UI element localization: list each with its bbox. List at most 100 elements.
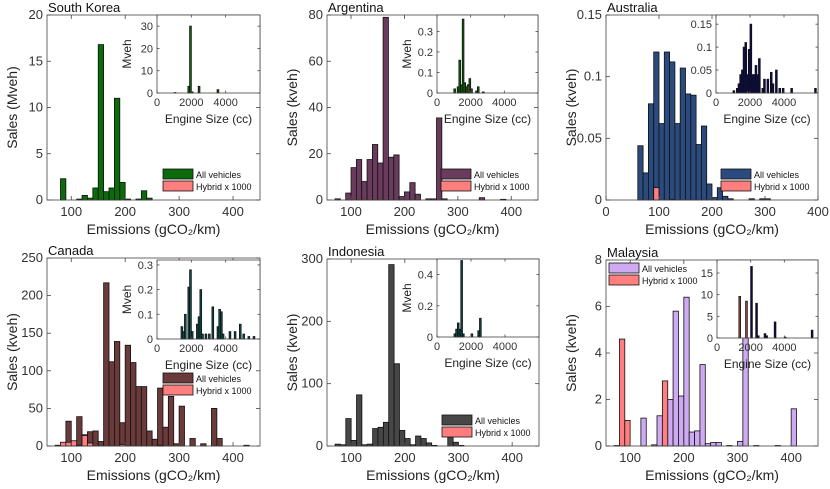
legend-label: Hybrid x 1000 <box>642 276 698 286</box>
legend-swatch <box>162 168 194 180</box>
main-bar-hybrid <box>87 442 94 447</box>
main-bar-all-vehicles <box>103 282 110 447</box>
inset-bar-all-vehicles <box>216 89 220 94</box>
inset-bar-all-vehicles <box>184 313 187 340</box>
inset-axes-box <box>436 14 539 94</box>
main-bar-all-vehicles <box>92 187 99 201</box>
legend-label: All vehicles <box>754 170 800 180</box>
inset-y-axis-label: Mveh <box>120 285 134 314</box>
main-bar-all-vehicles <box>393 363 400 447</box>
main-x-tick-label: 400 <box>780 450 802 465</box>
inset-x-tick-label: 2000 <box>738 97 762 109</box>
main-x-tick-label: 200 <box>114 204 136 219</box>
inset-bar-all-vehicles <box>189 269 192 340</box>
main-bar-all-vehicles <box>355 159 363 201</box>
y-axis-label: Sales (kveh) <box>563 69 579 147</box>
main-y-tick-label: 15 <box>29 53 43 68</box>
inset-y-tick-label: 0 <box>147 334 153 346</box>
inset-y-tick-label: 0.15 <box>691 19 712 31</box>
inset-y-tick-label: 0 <box>427 88 433 100</box>
inset-bar-all-vehicles <box>201 333 204 340</box>
main-y-tick-label: 80 <box>309 7 323 22</box>
inset-bar-all-vehicles <box>758 58 761 94</box>
main-y-tick-label: 0.1 <box>584 69 602 84</box>
main-bar-hybrid <box>65 441 72 447</box>
inset-x-tick-label: 0 <box>154 97 160 109</box>
main-bar-all-vehicles <box>76 416 83 447</box>
main-bar-all-vehicles <box>701 125 708 201</box>
inset-x-tick-label: 0 <box>713 97 719 109</box>
main-y-tick-label: 0 <box>36 438 43 453</box>
legend: All vehicles Hybrid x 1000 <box>720 168 810 192</box>
main-bar-all-vehicles <box>409 182 416 201</box>
main-bar-all-vehicles <box>699 364 706 447</box>
main-y-tick-label: 40 <box>309 100 323 115</box>
inset-y-axis-label: Mveh <box>120 39 134 68</box>
inset-y-tick-label: 20 <box>141 43 153 55</box>
main-bar-all-vehicles <box>135 386 142 447</box>
inset-x-axis-label: Engine Size (cc) <box>444 112 531 126</box>
inset-y-tick-label: 15 <box>701 268 713 280</box>
legend-swatch <box>162 384 194 396</box>
legend-label: All vehicles <box>196 374 242 384</box>
panel-title: South Korea <box>48 0 121 15</box>
main-bar-all-vehicles <box>356 394 363 447</box>
main-bar-all-vehicles <box>211 407 218 447</box>
legend-swatch <box>720 180 752 192</box>
inset-x-tick-label: 4000 <box>493 341 517 353</box>
main-bar-all-vehicles <box>140 190 148 201</box>
main-x-tick-label: 0 <box>602 204 609 219</box>
inset-axes-box <box>436 258 540 338</box>
main-bar-all-vehicles <box>60 178 67 201</box>
x-axis-label: Emissions (gCO₂/km) <box>645 221 779 237</box>
panel-title: Argentina <box>328 0 384 15</box>
main-x-tick-label: 400 <box>222 204 244 219</box>
main-bar-all-vehicles <box>108 361 115 447</box>
main-x-tick-label: 200 <box>394 450 416 465</box>
main-bar-all-vehicles <box>382 421 390 447</box>
inset-bar-hybrid <box>745 300 748 339</box>
inset-x-tick-label: 0 <box>154 343 160 355</box>
inset-bar-hybrid <box>466 85 470 94</box>
legend-label: All vehicles <box>475 416 521 426</box>
main-bar-all-vehicles <box>642 172 649 201</box>
main-y-tick-label: 0 <box>316 192 323 207</box>
inset-engine-size: 0 2000 4000 0 10 20 30 Engine Size (cc) Mveh <box>120 14 261 126</box>
inset-y-axis-label: Mveh <box>400 283 414 312</box>
main-bar-all-vehicles <box>178 405 185 447</box>
main-x-tick-label: 100 <box>340 450 362 465</box>
inset-bar-all-vehicles <box>199 289 203 340</box>
inset-y-tick-label: 0.1 <box>697 42 712 54</box>
inset-y-tick-label: 0 <box>706 88 712 100</box>
legend-swatch <box>608 262 640 274</box>
inset-x-tick-label: 0 <box>434 341 440 353</box>
main-bar-all-vehicles <box>167 395 175 447</box>
main-y-tick-label: 300 <box>301 251 323 266</box>
main-bar-all-vehicles <box>452 441 459 447</box>
inset-plot-area <box>437 15 538 93</box>
main-bar-all-vehicles <box>146 430 153 447</box>
main-bar-all-vehicles <box>119 422 126 447</box>
inset-bar-all-vehicles <box>755 302 758 339</box>
inset-bar-all-vehicles <box>479 317 482 338</box>
main-y-tick-label: 5 <box>36 146 43 161</box>
main-bar-all-vehicles <box>399 430 406 447</box>
legend-swatch <box>441 426 473 438</box>
inset-x-tick-label: 4000 <box>213 343 237 355</box>
legend-swatch <box>608 274 640 286</box>
main-bar-all-vehicles <box>404 191 411 201</box>
inset-y-tick-label: 30 <box>141 21 153 33</box>
main-x-tick-label: 300 <box>448 450 470 465</box>
inset-x-tick-label: 4000 <box>772 342 796 354</box>
inset-x-axis-label: Engine Size (cc) <box>723 112 810 126</box>
main-bar-all-vehicles <box>119 182 126 201</box>
main-x-tick-label: 300 <box>447 204 469 219</box>
x-axis-label: Emissions (gCO₂/km) <box>366 221 500 237</box>
main-x-tick-label: 200 <box>114 450 136 465</box>
main-bar-all-vehicles <box>683 296 690 447</box>
inset-x-tick-label: 0 <box>714 342 720 354</box>
main-bar-hybrid <box>81 435 88 447</box>
